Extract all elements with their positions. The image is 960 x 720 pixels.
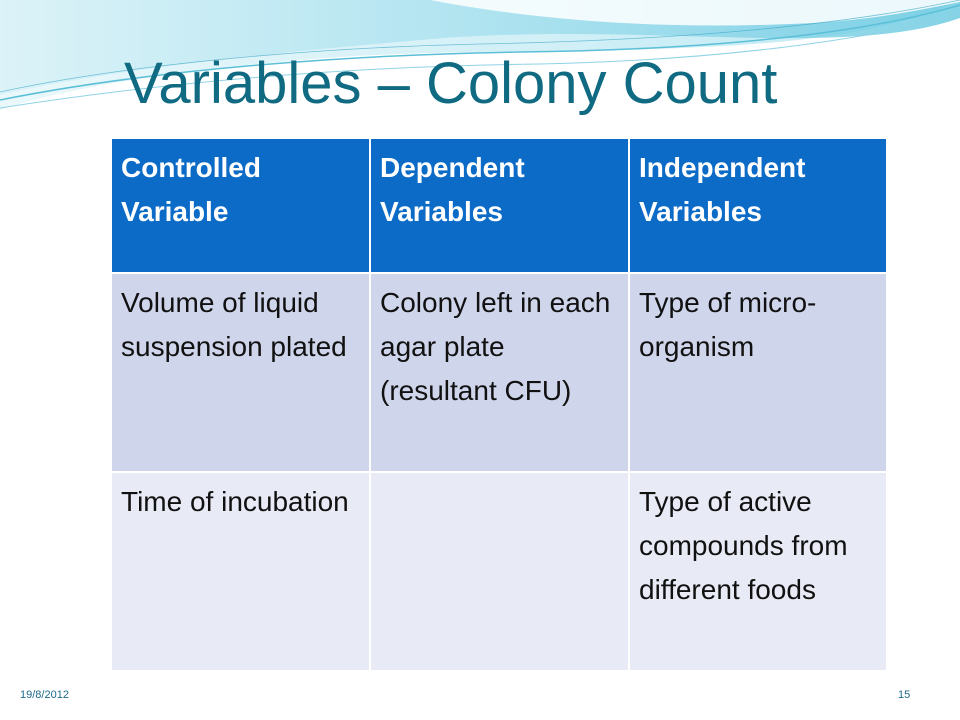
table-cell [369, 471, 630, 672]
table-cell: Volume of liquid suspension plated [110, 272, 371, 473]
table-cell: Type of micro-organism [628, 272, 888, 473]
header-controlled-variable: Controlled Variable [110, 137, 371, 274]
table-row: Volume of liquid suspension plated Colon… [110, 272, 888, 473]
table-row: Time of incubation Type of active compou… [110, 471, 888, 672]
header-dependent-variables: Dependent Variables [369, 137, 630, 274]
page-number: 15 [898, 689, 911, 701]
footer-date: 19/8/2012 [20, 689, 69, 701]
table-cell: Type of active compounds from different … [628, 471, 888, 672]
table-cell: Time of incubation [110, 471, 371, 672]
table-header-row: Controlled Variable Dependent Variables … [110, 137, 888, 274]
table-cell: Colony left in each agar plate (resultan… [369, 272, 630, 473]
decorative-wave-banner [0, 0, 960, 110]
header-independent-variables: Independent Variables [628, 137, 888, 274]
slide-title: Variables – Colony Count [124, 51, 778, 116]
variables-table: Controlled Variable Dependent Variables … [110, 137, 888, 672]
